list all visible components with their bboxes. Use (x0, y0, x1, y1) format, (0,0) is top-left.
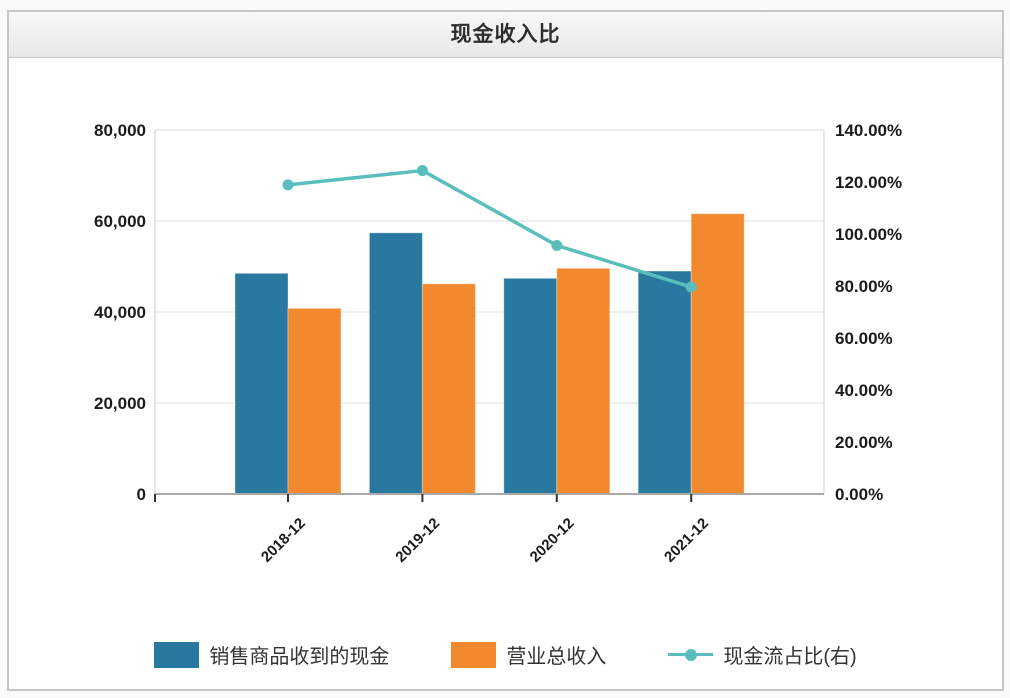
right-axis-label-140.00%: 140.00% (835, 121, 902, 140)
bar-cash-received-2020-12 (503, 277, 558, 495)
x-axis-label-2019-12: 2019-12 (392, 515, 443, 566)
chart-canvas: 0 20,000 40,000 60,000 80,000 0.00% 20.00% 40.0… (94, 121, 902, 566)
chart-body: 0 20,000 40,000 60,000 80,000 0.00% 20.00% 40.0… (9, 58, 1002, 689)
right-axis-label-40.00%: 40.00% (835, 381, 893, 400)
chart-panel: 现金收入比 0 20,000 40,000 60,000 80,000 0.00% 20.0… (7, 10, 1004, 691)
bar-total-revenue-2019-12 (421, 283, 476, 495)
right-axis-label-20.00%: 20.00% (835, 433, 893, 452)
right-axis-label-0.00%: 0.00% (835, 485, 883, 504)
y-axis-label-20,000: 20,000 (94, 394, 146, 413)
title-bar: 现金收入比 (9, 12, 1002, 58)
line-point-2018-12 (282, 179, 294, 191)
line-cash-flow-ratio (287, 168, 692, 289)
x-axis-label-2018-12: 2018-12 (258, 515, 309, 566)
legend-swatch-total-revenue-icon (451, 641, 497, 668)
legend-label-cash-received: 销售商品收到的现金 (209, 646, 390, 668)
bar-total-revenue-2021-12 (690, 213, 745, 495)
legend-label-total-revenue: 营业总收入 (506, 646, 607, 668)
line-point-2020-12 (551, 239, 563, 251)
legend-swatch-cash-received-icon (154, 641, 200, 668)
right-axis-label-100.00%: 100.00% (835, 225, 902, 244)
bar-cash-received-2021-12 (637, 270, 692, 495)
bar-total-revenue-2018-12 (287, 307, 342, 495)
legend-item-cash-flow-ratio[interactable]: 现金流占比(右) (668, 640, 857, 669)
legend-item-total-revenue[interactable]: 营业总收入 (451, 640, 606, 669)
x-axis-label-2021-12: 2021-12 (661, 515, 712, 566)
bar-total-revenue-2020-12 (556, 267, 611, 495)
chart-title: 现金收入比 (450, 23, 561, 46)
bar-cash-received-2018-12 (234, 272, 289, 495)
x-axis-label-2020-12: 2020-12 (527, 515, 578, 566)
legend-item-cash-received[interactable]: 销售商品收到的现金 (154, 640, 389, 669)
y-axis-label-80,000: 80,000 (94, 121, 146, 140)
line-point-2021-12 (685, 281, 697, 293)
right-axis-label-80.00%: 80.00% (835, 277, 893, 296)
legend-label-cash-flow-ratio: 现金流占比(右) (723, 646, 857, 668)
y-axis-label-40,000: 40,000 (94, 303, 146, 322)
y-axis-label-60,000: 60,000 (94, 212, 146, 231)
right-axis-label-120.00%: 120.00% (835, 173, 902, 192)
right-axis-label-60.00%: 60.00% (835, 329, 893, 348)
bar-cash-received-2019-12 (368, 232, 423, 495)
legend-line-cash-flow-ratio-icon (668, 642, 714, 668)
line-point-2019-12 (416, 165, 428, 177)
chart-legend: 销售商品收到的现金 营业总收入 现金流占比(右) (9, 640, 1002, 669)
y-axis-label-0: 0 (137, 485, 146, 504)
